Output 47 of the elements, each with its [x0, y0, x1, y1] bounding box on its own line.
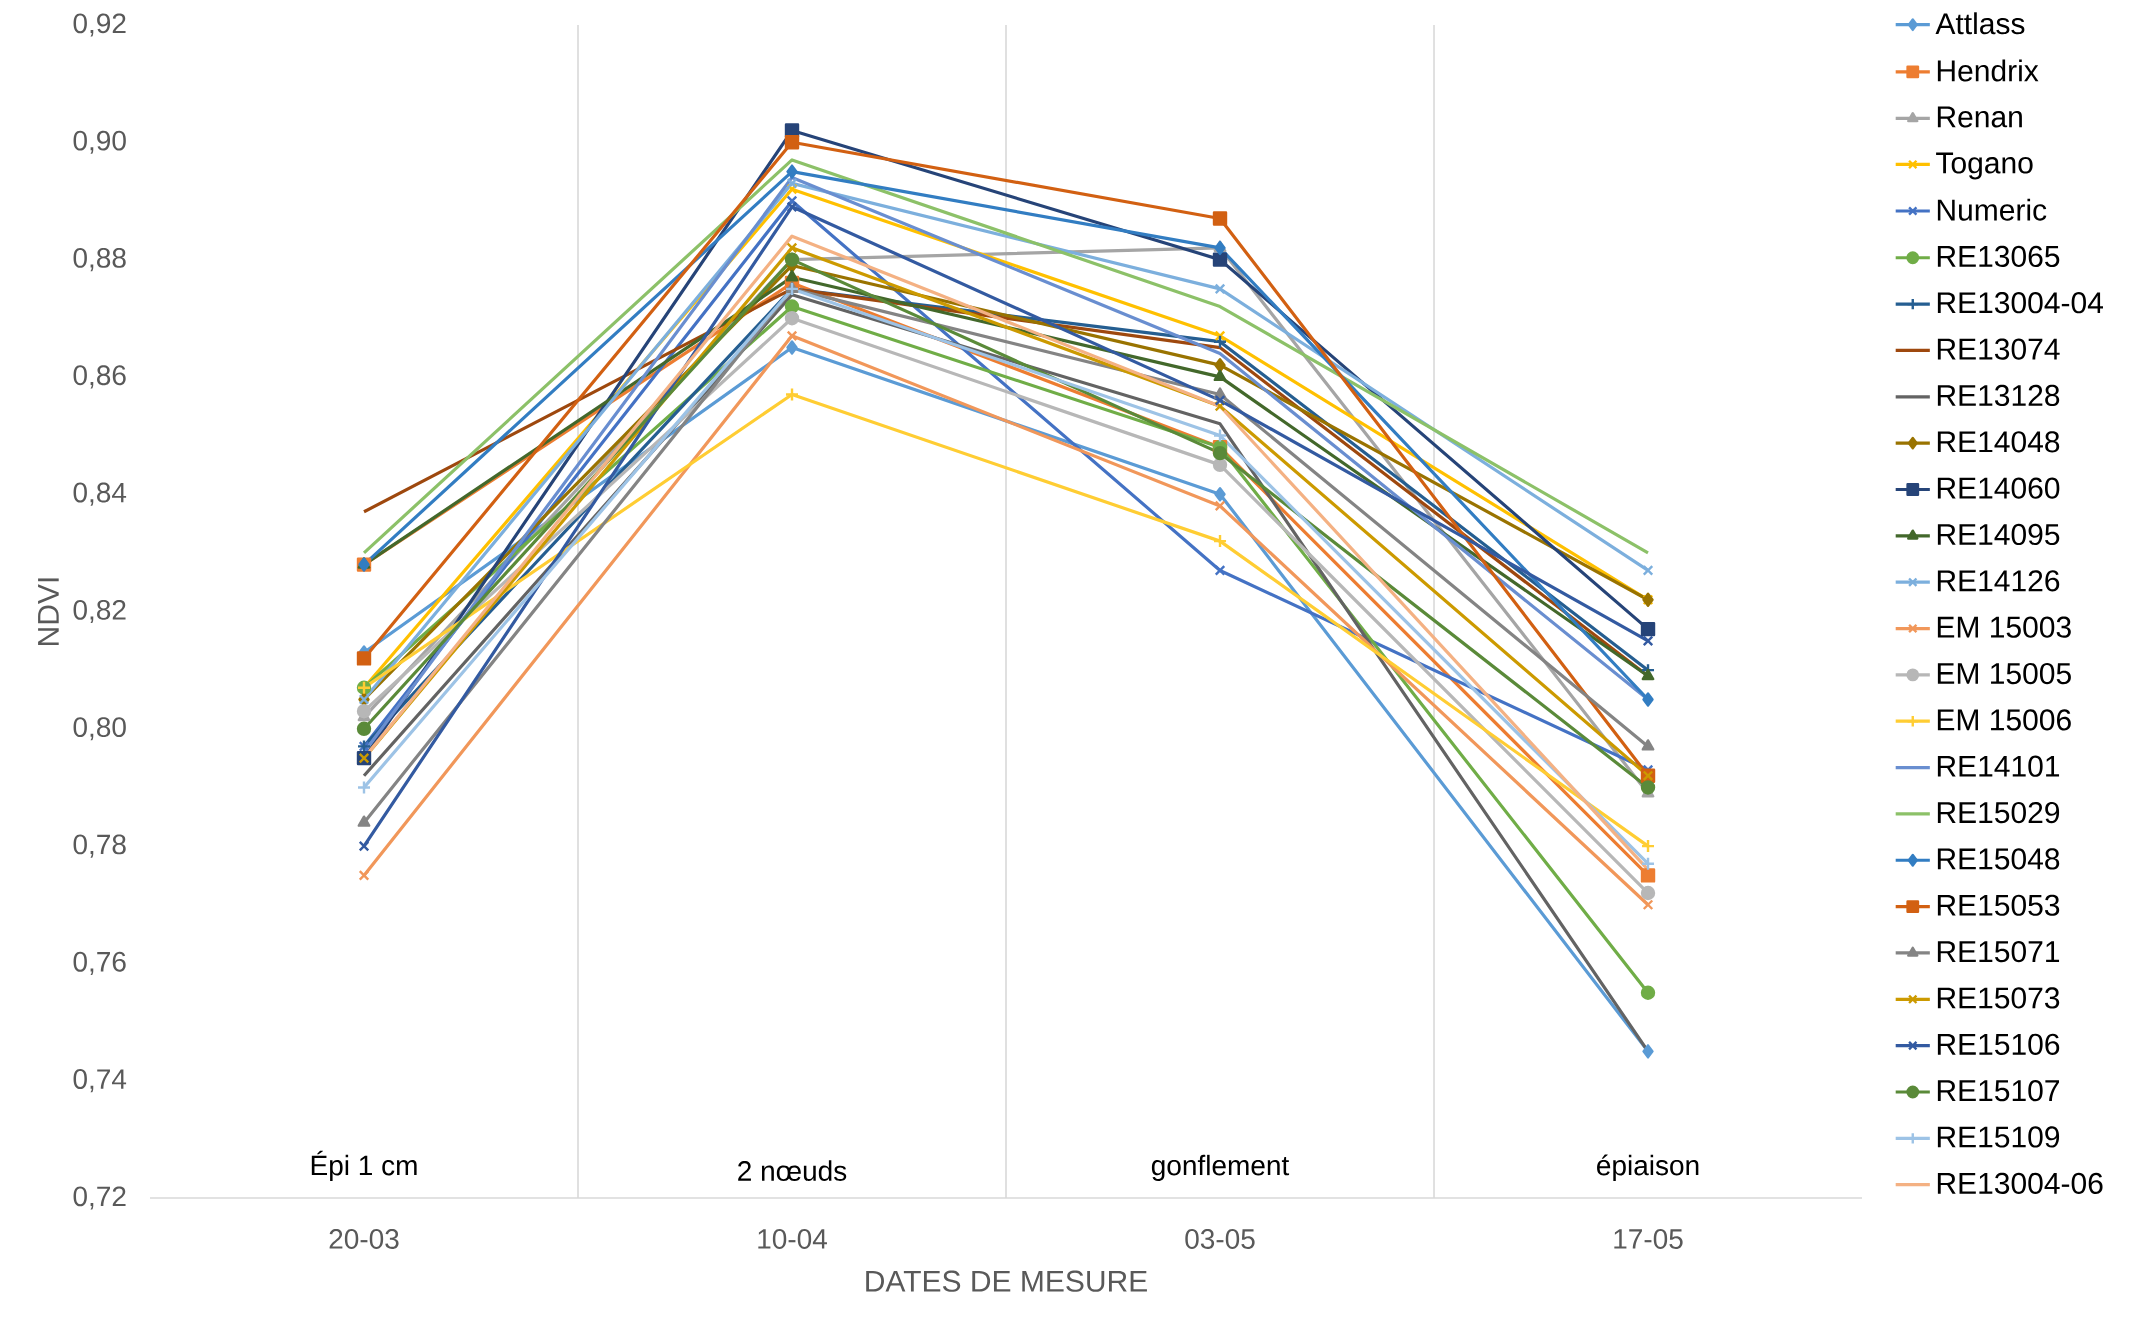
y-tick-label: 0,86 — [73, 365, 126, 389]
legend-label: RE14126 — [1937, 570, 2060, 592]
legend-label: Togano — [1936, 152, 2033, 180]
y-tick-label: 0,72 — [73, 1186, 126, 1210]
x-tick-label: 10-04 — [758, 1229, 827, 1249]
legend-label: RE15048 — [1937, 848, 2060, 870]
x-tick-label: 20-03 — [329, 1229, 399, 1249]
annotation: Épi 1 cm — [311, 1150, 417, 1181]
y-tick-label: 0,76 — [73, 951, 126, 975]
legend-label: RE15029 — [1937, 801, 2060, 824]
y-tick-label: 0,80 — [73, 717, 126, 741]
legend-label: RE13065 — [1937, 245, 2060, 268]
y-tick-label: 0,78 — [73, 834, 126, 858]
legend-label: Numeric — [1937, 198, 2047, 221]
legend-label: RE13004-04 — [1937, 292, 2103, 314]
y-tick-label: 0,84 — [73, 482, 127, 506]
legend-label: EM 15006 — [1937, 709, 2071, 731]
y-tick-label: 0,74 — [73, 1069, 127, 1093]
x-axis-title: DATES DE MESURE — [866, 1270, 1147, 1292]
annotation: 2 nœuds — [738, 1160, 847, 1181]
legend-label: RE15073 — [1937, 987, 2060, 1009]
legend-label: RE15109 — [1937, 1126, 2060, 1148]
legend-label: RE14060 — [1937, 477, 2060, 499]
legend-label: RE15053 — [1937, 894, 2060, 916]
legend-label: RE15106 — [1937, 1033, 2060, 1055]
annotation: gonflement — [1151, 1154, 1290, 1181]
legend-label: RE13128 — [1937, 384, 2060, 407]
legend-label: RE14101 — [1937, 755, 2060, 777]
y-axis-title: NDVI — [38, 578, 59, 645]
legend-label: RE14048 — [1937, 431, 2060, 453]
legend-label: RE13074 — [1937, 338, 2060, 360]
legend-label: RE15071 — [1937, 940, 2060, 963]
legend-label: Attlass — [1935, 12, 2025, 35]
x-tick-label: 17-05 — [1614, 1229, 1683, 1249]
legend-label: RE15107 — [1937, 1080, 2060, 1102]
x-tick-label: 03-05 — [1185, 1229, 1255, 1249]
legend-label: EM 15003 — [1937, 616, 2071, 638]
legend-label: EM 15005 — [1937, 662, 2071, 685]
y-tick-label: 0,90 — [73, 130, 126, 154]
annotation: épiaison — [1597, 1154, 1699, 1181]
legend-label: RE14095 — [1937, 523, 2060, 546]
y-tick-label: 0,88 — [73, 248, 126, 272]
legend-label: RE13004-06 — [1937, 1172, 2103, 1194]
y-tick-label: 0,92 — [73, 13, 126, 37]
y-tick-label: 0,82 — [73, 599, 126, 624]
legend-label: Renan — [1937, 106, 2022, 128]
legend-label: Hendrix — [1937, 59, 2039, 82]
